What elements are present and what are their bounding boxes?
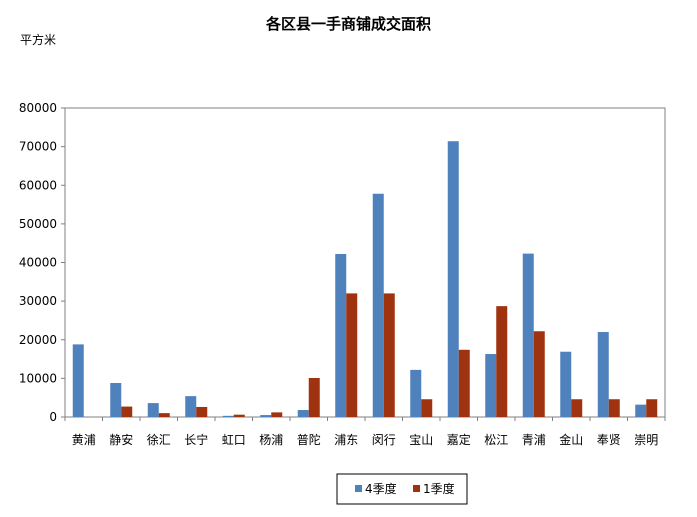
bar-q1-2 <box>158 413 170 417</box>
y-tick-label: 80000 <box>19 101 57 115</box>
bar-q1-1 <box>121 406 133 417</box>
x-category-label: 宝山 <box>409 433 433 447</box>
bar-q4-2 <box>147 403 159 417</box>
bar-q4-11 <box>485 354 497 417</box>
y-tick-label: 50000 <box>19 217 57 231</box>
x-category-label: 长宁 <box>184 432 208 447</box>
bar-q4-10 <box>447 141 459 417</box>
bar-q1-12 <box>533 331 545 417</box>
bar-q4-12 <box>522 253 534 417</box>
bar-q4-1 <box>110 383 122 417</box>
bar-q1-14 <box>608 399 620 417</box>
bar-q1-13 <box>571 399 583 417</box>
bar-q4-6 <box>297 410 309 417</box>
bar-q1-3 <box>196 406 208 417</box>
x-category-label: 嘉定 <box>447 432 471 447</box>
bar-q4-14 <box>597 332 609 417</box>
bar-q4-3 <box>185 396 197 417</box>
y-tick-label: 60000 <box>19 178 57 192</box>
x-category-label: 崇明 <box>634 433 658 447</box>
bar-q1-15 <box>646 399 658 417</box>
x-category-label: 闵行 <box>372 432 396 447</box>
bar-q1-11 <box>496 306 508 417</box>
x-category-label: 徐汇 <box>147 432 171 447</box>
chart-title: 各区县一手商铺成交面积 <box>265 15 431 33</box>
bar-q4-5 <box>260 415 272 417</box>
bar-q1-5 <box>271 412 283 417</box>
bar-q1-10 <box>458 349 470 417</box>
x-category-label: 杨浦 <box>259 432 283 447</box>
x-category-label: 普陀 <box>297 432 321 447</box>
y-tick-label: 40000 <box>19 256 57 270</box>
x-category-label: 静安 <box>109 432 133 447</box>
x-category-label: 金山 <box>559 432 583 447</box>
bar-q1-4 <box>233 414 245 417</box>
x-category-label: 黄浦 <box>72 433 96 447</box>
legend-label: 1季度 <box>423 481 455 496</box>
x-category-label: 松江 <box>484 433 508 447</box>
x-category-label: 青浦 <box>522 433 546 447</box>
x-category-label: 虹口 <box>222 433 246 447</box>
bar-q1-7 <box>346 293 358 417</box>
y-tick-label: 30000 <box>19 294 57 308</box>
bar-q4-13 <box>560 351 572 417</box>
plot-area <box>64 107 666 418</box>
legend-swatch <box>355 485 362 492</box>
y-axis-unit-label: 平方米 <box>20 33 57 47</box>
y-tick-label: 20000 <box>19 333 57 347</box>
bar-q4-4 <box>222 415 234 417</box>
bar-q1-9 <box>421 399 433 417</box>
x-category-label: 奉贤 <box>597 433 621 447</box>
bar-q4-7 <box>335 254 347 417</box>
bar-q1-6 <box>308 377 320 417</box>
y-tick-label: 0 <box>49 410 57 424</box>
y-tick-label: 70000 <box>19 140 57 154</box>
bar-q4-0 <box>72 344 84 417</box>
legend-label: 4季度 <box>365 481 397 496</box>
bar-q4-9 <box>410 369 422 417</box>
bar-q4-8 <box>372 193 384 417</box>
bar-q1-8 <box>383 293 395 417</box>
x-category-label: 浦东 <box>334 433 358 447</box>
legend-swatch <box>413 485 420 492</box>
y-tick-label: 10000 <box>19 371 57 385</box>
bar-q4-15 <box>635 404 647 417</box>
